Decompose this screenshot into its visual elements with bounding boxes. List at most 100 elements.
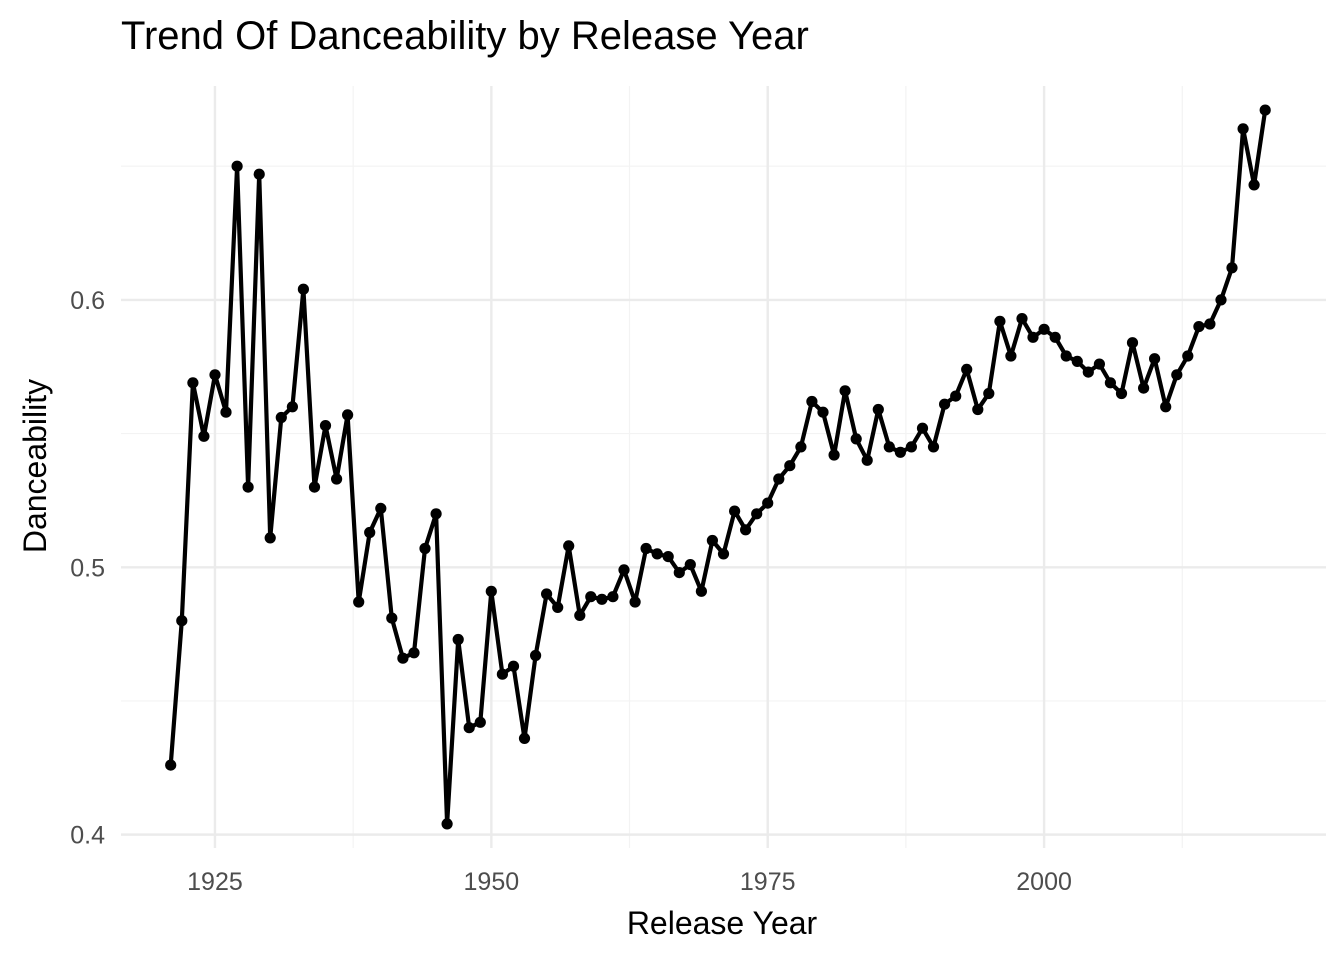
data-point (1193, 321, 1205, 333)
data-point (618, 564, 630, 576)
data-point (286, 401, 298, 413)
data-point (1138, 382, 1150, 394)
data-point (1082, 366, 1094, 378)
data-point (939, 398, 951, 410)
data-point (242, 481, 254, 493)
data-point (485, 585, 497, 597)
data-point (375, 502, 387, 514)
data-point (353, 596, 365, 608)
data-point (684, 559, 696, 571)
series-danceability (165, 104, 1271, 830)
x-axis-title: Release Year (627, 905, 818, 941)
data-point (518, 732, 531, 745)
data-point (717, 548, 730, 560)
data-point (541, 588, 553, 600)
data-point (872, 403, 884, 416)
y-tick-label: 0.4 (70, 822, 105, 850)
data-point (187, 377, 199, 389)
data-point (1060, 350, 1072, 362)
data-point (706, 534, 719, 547)
data-point (1215, 294, 1227, 306)
data-point (795, 441, 807, 453)
data-point (607, 591, 619, 603)
x-tick-label: 2000 (1016, 868, 1072, 896)
data-point (983, 387, 995, 400)
data-point (994, 315, 1006, 327)
data-point (1171, 369, 1183, 381)
data-point (806, 395, 818, 408)
data-point (839, 385, 851, 397)
data-point (817, 406, 829, 418)
data-point (662, 551, 674, 563)
data-point (308, 481, 321, 493)
data-point (176, 615, 188, 627)
data-point (563, 540, 575, 552)
data-point (1182, 350, 1194, 362)
data-point (596, 593, 608, 605)
data-point (850, 433, 862, 445)
series-line (168, 107, 1268, 827)
data-point (729, 505, 741, 517)
data-point (784, 460, 796, 472)
data-point (452, 633, 464, 646)
x-tick-label: 1950 (464, 868, 520, 896)
data-point (209, 369, 221, 381)
data-point (1115, 387, 1128, 400)
data-point (386, 612, 398, 624)
data-point (319, 420, 332, 432)
data-point (220, 406, 232, 418)
data-point (397, 652, 409, 664)
data-point (430, 508, 442, 520)
y-tick-label: 0.5 (70, 554, 105, 582)
data-point (552, 601, 564, 614)
gridlines (121, 86, 1326, 848)
data-point (474, 716, 486, 728)
data-point (916, 422, 929, 434)
data-point (828, 449, 840, 461)
data-point (1204, 318, 1216, 330)
x-tick-label: 1975 (740, 868, 796, 896)
data-point (1071, 355, 1083, 367)
data-point (253, 168, 265, 180)
data-point (1259, 104, 1271, 116)
y-axis-ticks: 0.4 0.5 0.6 (70, 287, 105, 850)
data-point (950, 390, 962, 402)
data-point (861, 454, 873, 466)
data-point (231, 160, 243, 172)
data-point (1104, 377, 1116, 389)
data-point (740, 524, 752, 536)
data-point (364, 526, 376, 539)
data-point (297, 283, 309, 295)
data-point (927, 441, 940, 453)
data-point (972, 403, 984, 416)
data-point (275, 411, 287, 424)
data-point (1149, 353, 1161, 365)
data-point (629, 596, 641, 608)
data-point (905, 441, 918, 453)
data-point (894, 446, 907, 458)
data-point (1237, 123, 1249, 135)
data-point (1226, 262, 1238, 274)
data-point (1005, 350, 1017, 362)
chart-title: Trend Of Danceability by Release Year (121, 14, 809, 58)
data-point (883, 441, 895, 453)
x-tick-label: 1925 (187, 868, 243, 896)
data-point (198, 430, 210, 442)
data-point (441, 818, 453, 830)
data-point (1016, 313, 1028, 325)
data-point (1049, 331, 1061, 343)
data-point (773, 473, 785, 485)
data-point (1248, 179, 1260, 191)
data-point (1038, 323, 1050, 335)
data-point (762, 497, 774, 509)
data-point (1160, 401, 1172, 413)
y-tick-label: 0.6 (70, 287, 105, 315)
data-point (751, 508, 763, 520)
data-point (331, 473, 343, 485)
data-point (165, 759, 177, 771)
data-point (961, 363, 973, 375)
data-point (640, 542, 652, 555)
data-point (507, 660, 520, 672)
data-point (342, 409, 354, 421)
data-point (673, 567, 685, 579)
